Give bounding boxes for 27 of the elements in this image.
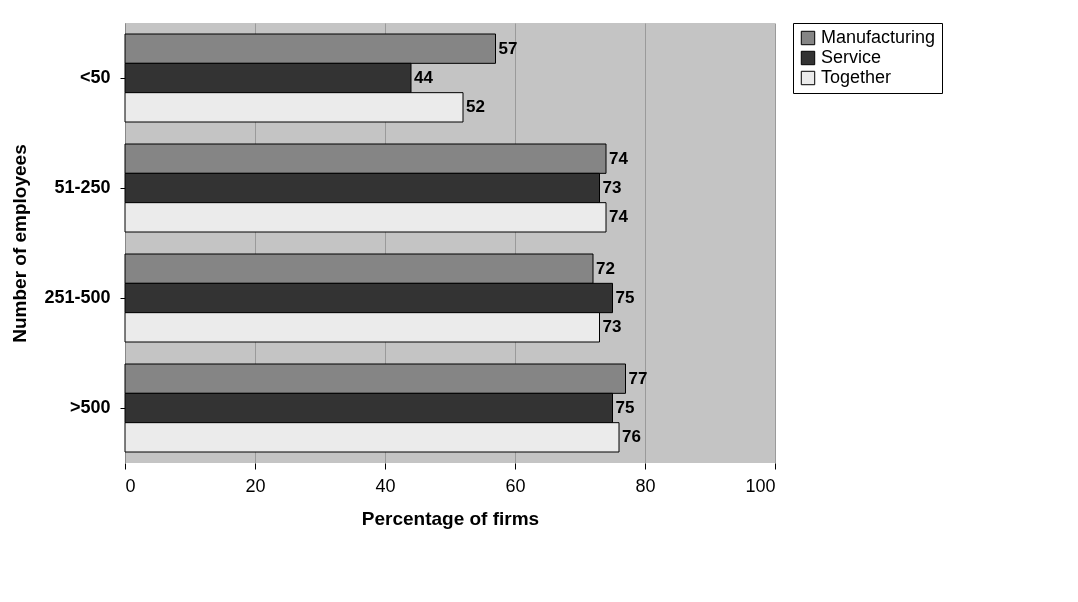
- data-label: 77: [628, 368, 648, 388]
- x-tick-label: 20: [245, 475, 266, 496]
- x-tick-label: 0: [125, 475, 136, 496]
- legend-label: Manufacturing: [821, 27, 936, 47]
- x-tick-label: 100: [745, 475, 776, 496]
- data-label: 73: [602, 317, 622, 337]
- data-label: 44: [414, 68, 434, 87]
- data-label: 75: [615, 398, 635, 417]
- y-axis-title: Number of employees: [9, 144, 31, 343]
- x-tick-label: 40: [375, 475, 396, 496]
- data-label: 52: [466, 97, 485, 117]
- x-axis-title: Percentage of firms: [361, 507, 540, 529]
- y-tick-label: 51-250: [54, 177, 111, 197]
- legend-label: Service: [821, 47, 882, 67]
- data-label: 72: [596, 258, 615, 278]
- x-tick-label: 60: [505, 475, 526, 496]
- data-label: 74: [609, 207, 629, 227]
- data-label: 75: [615, 288, 635, 307]
- legend-label: Together: [821, 67, 892, 87]
- y-tick-label: 251-500: [44, 287, 111, 307]
- data-label: 74: [609, 148, 629, 168]
- data-label: 76: [622, 427, 641, 447]
- data-label: 73: [602, 178, 622, 197]
- data-label: 57: [498, 38, 518, 58]
- y-tick-label: <50: [79, 67, 111, 87]
- x-tick-label: 80: [635, 475, 656, 496]
- y-tick-label: >500: [69, 397, 111, 417]
